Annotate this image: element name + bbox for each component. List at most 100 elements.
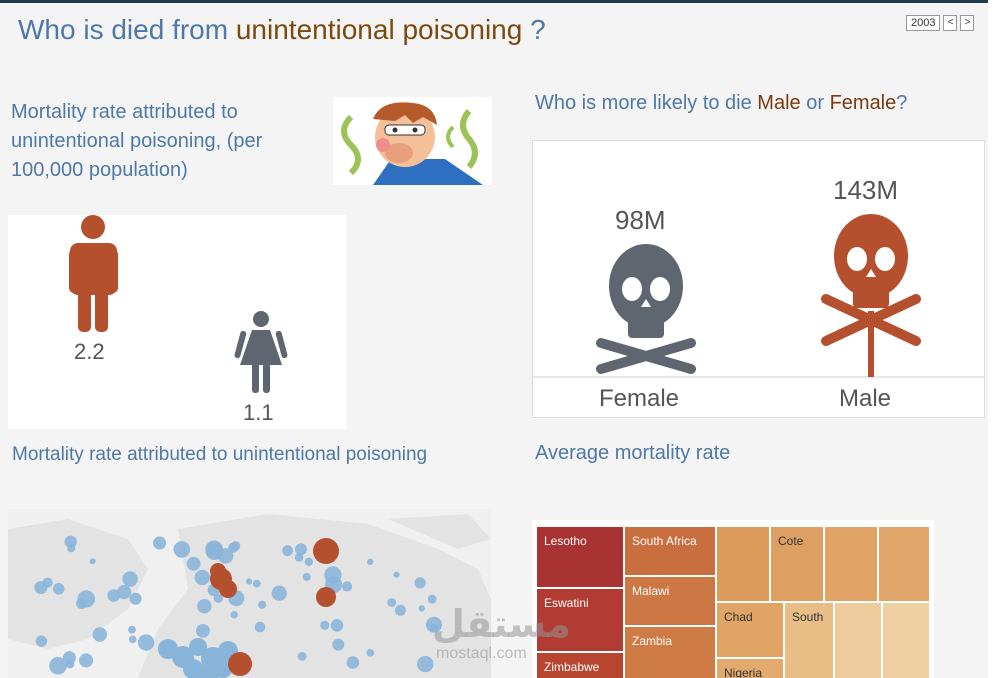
map-bubble[interactable] — [34, 581, 48, 595]
map-bubble[interactable] — [252, 579, 261, 588]
map-bubble[interactable] — [417, 655, 434, 673]
treemap-cell[interactable]: Malawi — [624, 576, 716, 626]
map-bubble[interactable] — [228, 542, 239, 553]
treemap-cell[interactable] — [824, 526, 878, 602]
map-bubble[interactable] — [258, 600, 267, 609]
deaths-by-gender-panel: 98M 143M Female Male — [532, 140, 985, 418]
treemap-cell[interactable]: South Africa — [624, 526, 716, 576]
map-bubble[interactable] — [153, 536, 167, 550]
map-bubble[interactable] — [214, 660, 232, 678]
dashboard-title: Who is died from unintentional poisoning… — [18, 14, 546, 45]
map-bubble[interactable] — [137, 634, 155, 651]
map-bubble[interactable] — [196, 624, 210, 638]
map-bubble[interactable] — [393, 571, 400, 578]
map-bubble[interactable] — [367, 558, 374, 565]
poisoning-illustration — [333, 97, 492, 185]
treemap-cell[interactable] — [716, 526, 770, 602]
map-bubble[interactable] — [186, 556, 201, 571]
map-bubble-high[interactable] — [316, 587, 336, 607]
map-bubble[interactable] — [271, 585, 287, 601]
map-bubble[interactable] — [366, 648, 375, 657]
section2-title: Who is more likely to die Male or Female… — [535, 92, 908, 114]
map-bubble[interactable] — [418, 605, 425, 612]
map-bubble[interactable] — [430, 624, 439, 632]
map-bubble[interactable] — [89, 558, 96, 565]
map-bubble[interactable] — [197, 663, 219, 678]
treemap-cell-label: Nigeria — [724, 666, 763, 678]
map-bubble[interactable] — [189, 638, 207, 656]
map-bubble[interactable] — [107, 589, 120, 602]
treemap-cell-label: South — [792, 610, 824, 624]
treemap-cell[interactable]: Chad — [716, 602, 784, 658]
map-bubble[interactable] — [304, 557, 313, 566]
map-bubble[interactable] — [342, 581, 353, 592]
year-control: 2003 < > — [906, 15, 975, 31]
map-bubble[interactable] — [79, 653, 94, 668]
male-axis-label: Male — [839, 385, 892, 412]
map-bubble[interactable] — [302, 572, 311, 581]
treemap-cell[interactable]: South — [784, 602, 834, 678]
map-bubble[interactable] — [65, 659, 75, 669]
map-bubble[interactable] — [92, 627, 108, 642]
map-bubble[interactable] — [128, 625, 136, 634]
male-deaths-label: 143M — [833, 175, 899, 205]
map-bubble[interactable] — [427, 594, 437, 604]
map-bubble[interactable] — [294, 553, 304, 562]
next-year-button[interactable]: > — [960, 15, 975, 31]
treemap-cell[interactable]: Nigeria — [716, 658, 784, 678]
year-value[interactable]: 2003 — [906, 15, 941, 31]
treemap-cell[interactable] — [878, 526, 930, 602]
section1-title: Mortality rate attributed to unintention… — [11, 101, 263, 181]
map-bubble[interactable] — [230, 611, 238, 619]
map-bubble-high[interactable] — [219, 580, 237, 598]
treemap: Lesotho Eswatini Zimbabwe South Africa Malaw… — [536, 526, 930, 678]
map-bubble[interactable] — [35, 635, 48, 647]
female-axis-label: Female — [599, 385, 680, 412]
treemap-cell[interactable]: Eswatini — [536, 588, 624, 652]
map-bubble[interactable] — [213, 593, 223, 603]
world-map[interactable] — [8, 509, 491, 678]
treemap-panel: Lesotho Eswatini Zimbabwe South Africa Malaw… — [532, 520, 934, 678]
world-map-panel[interactable] — [8, 509, 491, 678]
treemap-cell[interactable]: Zambia — [624, 626, 716, 678]
treemap-cell-label: Lesotho — [544, 534, 587, 548]
map-bubble-high[interactable] — [210, 563, 226, 579]
map-bubble[interactable] — [346, 656, 360, 669]
female-deaths-label: 98M — [615, 205, 666, 235]
treemap-cell[interactable] — [882, 602, 930, 678]
map-bubble[interactable] — [122, 571, 138, 587]
map-bubble[interactable] — [297, 652, 307, 661]
map-bubble[interactable] — [414, 577, 426, 589]
map-bubble[interactable] — [67, 544, 76, 553]
map-bubble[interactable] — [254, 621, 266, 633]
treemap-cell[interactable]: Zimbabwe — [536, 652, 624, 678]
prev-year-button[interactable]: < — [943, 15, 958, 31]
treemap-cell[interactable]: Lesotho — [536, 526, 624, 588]
map-bubble[interactable] — [117, 585, 132, 600]
map-bubble[interactable] — [387, 598, 397, 607]
treemap-cell[interactable] — [834, 602, 882, 678]
male-figure-icon — [69, 215, 118, 332]
map-bubble[interactable] — [197, 599, 212, 614]
male-skull-icon — [821, 214, 921, 377]
map-bubble[interactable] — [320, 620, 330, 630]
map-bubble-high[interactable] — [228, 652, 252, 676]
map-bubble[interactable] — [194, 569, 210, 586]
map-bubble-high[interactable] — [313, 538, 339, 564]
map-bubble[interactable] — [129, 592, 142, 605]
map-bubble[interactable] — [330, 619, 344, 632]
map-bubble[interactable] — [282, 545, 293, 557]
map-bubble[interactable] — [205, 540, 223, 558]
map-bubble[interactable] — [52, 583, 65, 595]
treemap-cell-label: Cote — [778, 534, 804, 548]
map-bubble[interactable] — [76, 598, 88, 609]
map-bubble[interactable] — [332, 638, 345, 651]
map-bubble[interactable] — [128, 635, 137, 644]
treemap-cell[interactable]: Cote — [770, 526, 824, 602]
map-bubble[interactable] — [295, 543, 307, 556]
map-bubble[interactable] — [246, 578, 253, 585]
map-bubble[interactable] — [173, 541, 191, 558]
map-bubble[interactable] — [64, 535, 77, 548]
map-bubble[interactable] — [394, 604, 406, 616]
map-bubble[interactable] — [49, 657, 67, 675]
